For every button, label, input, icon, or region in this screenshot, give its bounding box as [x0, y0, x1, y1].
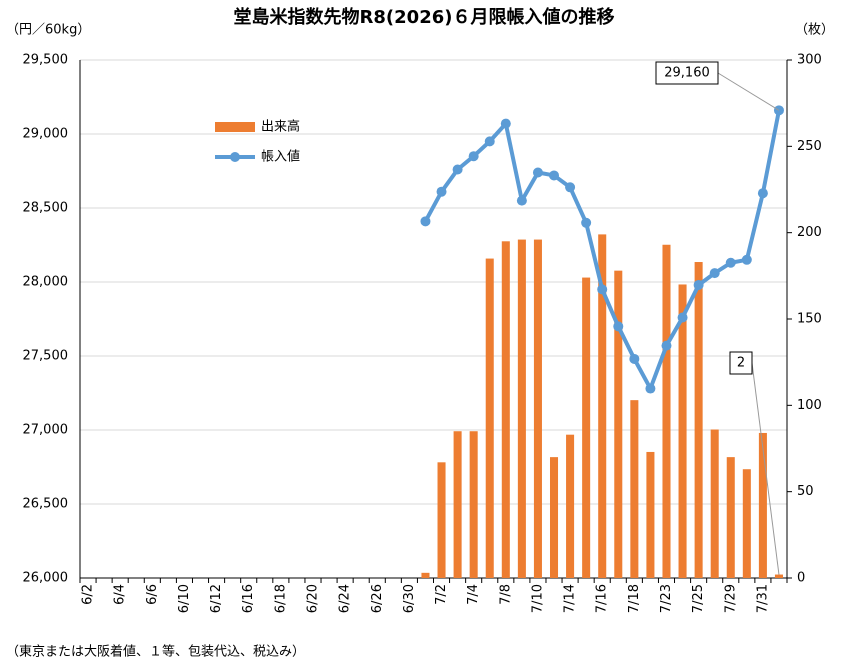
bar: [469, 431, 478, 578]
bar: [774, 574, 783, 578]
line-marker: [693, 279, 704, 290]
y-tick-label: 27,000: [23, 423, 69, 438]
x-tick-label: 7/4: [466, 584, 481, 605]
y2-tick-label: 300: [797, 53, 822, 68]
y-axis-label: （円／60kg）: [6, 23, 90, 38]
y-tick-label: 27,500: [23, 349, 69, 364]
x-tick-label: 7/18: [627, 584, 642, 613]
y2-tick-label: 0: [797, 571, 805, 586]
line-marker: [581, 217, 592, 228]
data-label: 29,160: [664, 66, 710, 81]
x-tick-label: 6/4: [113, 584, 128, 605]
x-tick-label: 6/24: [338, 584, 353, 613]
x-tick-label: 6/2: [81, 584, 96, 605]
bar: [582, 277, 591, 578]
y2-tick-label: 250: [797, 139, 822, 154]
x-tick-label: 7/25: [691, 584, 706, 613]
line-marker: [452, 164, 463, 175]
line-marker: [484, 136, 495, 147]
bar: [758, 432, 767, 578]
y-tick-label: 28,500: [23, 201, 69, 216]
bar: [501, 241, 510, 579]
bar: [437, 462, 446, 578]
y-tick-label: 26,500: [23, 497, 69, 512]
x-tick-label: 6/30: [402, 584, 417, 613]
line-marker: [741, 254, 752, 265]
x-tick-label: 6/6: [145, 584, 160, 605]
x-tick-label: 7/14: [563, 584, 578, 613]
line-marker: [613, 321, 624, 332]
line-marker: [661, 340, 672, 351]
x-tick-label: 6/12: [209, 584, 224, 613]
bar: [566, 434, 575, 578]
y-tick-label: 28,000: [23, 275, 69, 290]
y2-tick-label: 50: [797, 484, 814, 499]
leader-line: [751, 362, 780, 575]
line-marker: [436, 186, 447, 197]
x-tick-label: 7/8: [498, 584, 513, 605]
x-tick-label: 7/29: [723, 584, 738, 613]
line-marker: [549, 170, 560, 181]
legend-label: 帳入値: [261, 149, 300, 165]
x-tick-label: 6/20: [305, 584, 320, 613]
line-marker: [709, 268, 720, 279]
line-marker: [516, 195, 527, 206]
label-box: [729, 351, 753, 375]
x-tick-label: 6/10: [177, 584, 192, 613]
x-tick-label: 6/18: [273, 584, 288, 613]
line-marker: [468, 151, 479, 162]
footnote: （東京または大阪着値、１等、包装代込、税込み）: [6, 644, 305, 660]
line-marker: [500, 118, 511, 129]
x-tick-label: 7/10: [530, 584, 545, 613]
line-marker: [565, 182, 576, 193]
line-marker: [677, 312, 688, 323]
line-marker: [757, 188, 768, 199]
bar: [533, 239, 542, 578]
x-tick-label: 6/16: [241, 584, 256, 613]
bar: [598, 234, 607, 579]
leader-line: [717, 72, 780, 111]
bar: [630, 400, 639, 578]
bar: [710, 429, 719, 578]
line-marker: [725, 257, 736, 268]
y2-tick-label: 150: [797, 312, 822, 327]
bar: [517, 239, 526, 578]
x-tick-label: 6/26: [370, 584, 385, 613]
y2-tick-label: 100: [797, 398, 822, 413]
y-tick-label: 29,500: [23, 53, 69, 68]
line-marker: [532, 167, 543, 178]
bar: [614, 270, 623, 578]
x-tick-label: 7/23: [659, 584, 674, 613]
bar: [662, 244, 671, 578]
line-marker: [629, 353, 640, 364]
bar: [694, 262, 703, 578]
bar: [549, 457, 559, 578]
y2-tick-label: 200: [797, 225, 822, 240]
bar: [726, 457, 735, 578]
chart-title: 堂島米指数先物R8(2026)６月限帳入値の推移: [234, 6, 615, 28]
legend-marker: [230, 152, 240, 162]
x-tick-label: 7/31: [755, 584, 770, 613]
bar: [453, 431, 462, 578]
y-tick-label: 26,000: [23, 571, 69, 586]
bar: [485, 258, 494, 578]
data-label: 2: [737, 356, 745, 371]
bar: [678, 284, 687, 578]
x-tick-label: 7/16: [595, 584, 610, 613]
label-box: [655, 61, 719, 85]
line-marker: [420, 216, 431, 227]
line-marker: [645, 383, 656, 394]
bar: [421, 572, 430, 578]
line-marker: [597, 284, 608, 295]
y-tick-label: 29,000: [23, 127, 69, 142]
legend-label: 出来高: [261, 119, 300, 135]
legend-swatch: [215, 122, 255, 132]
bar: [646, 451, 655, 578]
bar: [742, 469, 751, 578]
y2-axis-label: （枚）: [795, 23, 834, 38]
x-tick-label: 7/2: [434, 584, 449, 605]
